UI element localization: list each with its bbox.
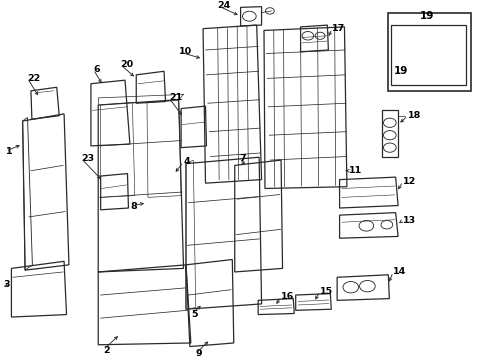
Text: 10: 10 (178, 47, 191, 56)
Text: 19: 19 (392, 66, 407, 76)
Text: 5: 5 (190, 310, 197, 319)
Bar (390, 25, 466, 85)
Text: 19: 19 (419, 11, 434, 21)
Text: 14: 14 (392, 267, 406, 276)
Text: 20: 20 (120, 60, 133, 69)
Text: 7: 7 (239, 154, 246, 163)
Text: 23: 23 (81, 154, 94, 163)
Text: 3: 3 (3, 280, 10, 289)
Text: 15: 15 (320, 287, 332, 296)
Text: 12: 12 (402, 177, 415, 186)
Text: 18: 18 (407, 111, 420, 120)
Text: 11: 11 (348, 166, 362, 175)
Text: 1: 1 (5, 147, 12, 156)
Bar (387, 13, 470, 91)
Text: 2: 2 (103, 346, 109, 355)
Text: 21: 21 (168, 94, 182, 103)
Text: 8: 8 (130, 202, 136, 211)
Text: 9: 9 (195, 349, 202, 358)
Text: 24: 24 (217, 1, 230, 10)
Text: 4: 4 (183, 157, 190, 166)
Text: 22: 22 (27, 74, 41, 83)
Text: 13: 13 (402, 216, 415, 225)
Text: 17: 17 (331, 24, 345, 33)
Text: 6: 6 (93, 65, 100, 74)
Text: 16: 16 (281, 292, 294, 301)
